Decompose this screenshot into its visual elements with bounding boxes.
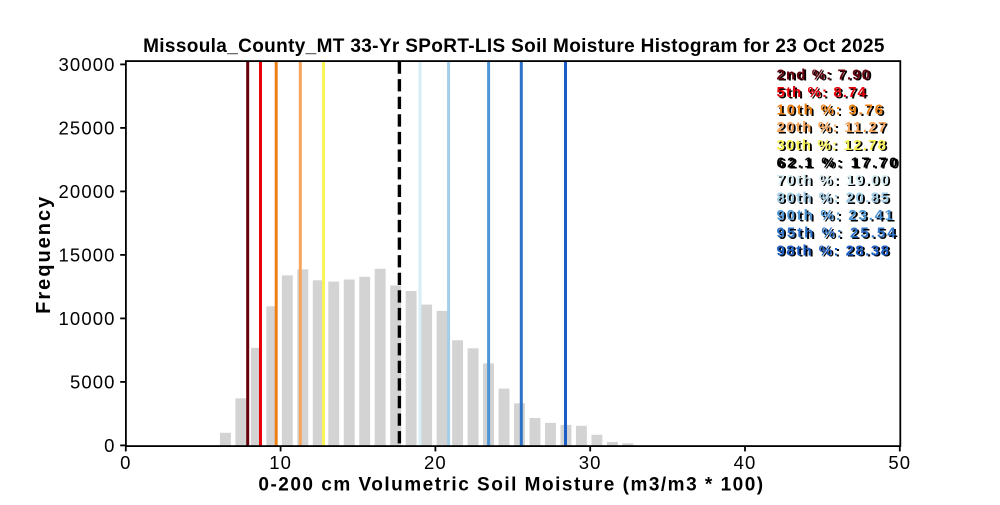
svg-text:0-200 cm Volumetric Soil Moist: 0-200 cm Volumetric Soil Moisture (m3/m3… — [258, 475, 764, 496]
svg-text:70th %: 19.00: 70th %: 19.00 — [777, 172, 891, 189]
svg-text:40: 40 — [734, 452, 757, 473]
svg-text:10: 10 — [269, 452, 292, 473]
svg-text:90th %: 23.41: 90th %: 23.41 — [777, 207, 895, 224]
svg-text:20th %: 11.27: 20th %: 11.27 — [778, 120, 889, 137]
svg-text:20000: 20000 — [59, 181, 116, 202]
svg-text:90th %: 23.41: 90th %: 23.41 — [778, 208, 896, 225]
svg-text:98th %: 28.38: 98th %: 28.38 — [777, 242, 891, 259]
svg-text:5th %: 8.74: 5th %: 8.74 — [777, 84, 867, 101]
svg-text:5000: 5000 — [70, 371, 116, 392]
svg-text:2nd %: 7.90: 2nd %: 7.90 — [778, 68, 873, 85]
svg-text:10th %: 9.76: 10th %: 9.76 — [777, 102, 885, 119]
svg-text:62.1 %: 17.70: 62.1 %: 17.70 — [778, 156, 901, 173]
svg-text:0: 0 — [104, 435, 115, 456]
svg-text:0: 0 — [120, 452, 131, 473]
svg-text:50: 50 — [888, 452, 911, 473]
svg-text:5th %: 8.74: 5th %: 8.74 — [778, 85, 868, 102]
svg-text:Frequency: Frequency — [33, 195, 55, 314]
svg-text:25000: 25000 — [59, 117, 116, 138]
svg-text:20th %: 11.27: 20th %: 11.27 — [777, 119, 888, 136]
svg-text:80th %: 20.85: 80th %: 20.85 — [777, 190, 891, 207]
svg-text:15000: 15000 — [59, 244, 116, 265]
svg-text:30th %: 12.78: 30th %: 12.78 — [777, 137, 888, 154]
svg-text:20: 20 — [424, 452, 447, 473]
svg-text:30th %: 12.78: 30th %: 12.78 — [778, 138, 889, 155]
svg-text:80th %: 20.85: 80th %: 20.85 — [778, 191, 892, 208]
svg-text:10000: 10000 — [59, 308, 116, 329]
svg-text:62.1 %: 17.70: 62.1 %: 17.70 — [777, 154, 900, 171]
svg-text:2nd %: 7.90: 2nd %: 7.90 — [777, 67, 872, 84]
svg-text:Missoula_County_MT 33-Yr SPoRT: Missoula_County_MT 33-Yr SPoRT-LIS Soil … — [143, 36, 885, 57]
svg-text:30: 30 — [579, 452, 602, 473]
svg-text:98th %: 28.38: 98th %: 28.38 — [778, 244, 892, 261]
svg-text:70th %: 19.00: 70th %: 19.00 — [778, 173, 892, 190]
svg-text:95th %: 25.54: 95th %: 25.54 — [777, 225, 898, 242]
svg-text:10th %: 9.76: 10th %: 9.76 — [778, 103, 886, 120]
svg-text:95th %: 25.54: 95th %: 25.54 — [778, 226, 899, 243]
svg-text:30000: 30000 — [59, 54, 116, 75]
